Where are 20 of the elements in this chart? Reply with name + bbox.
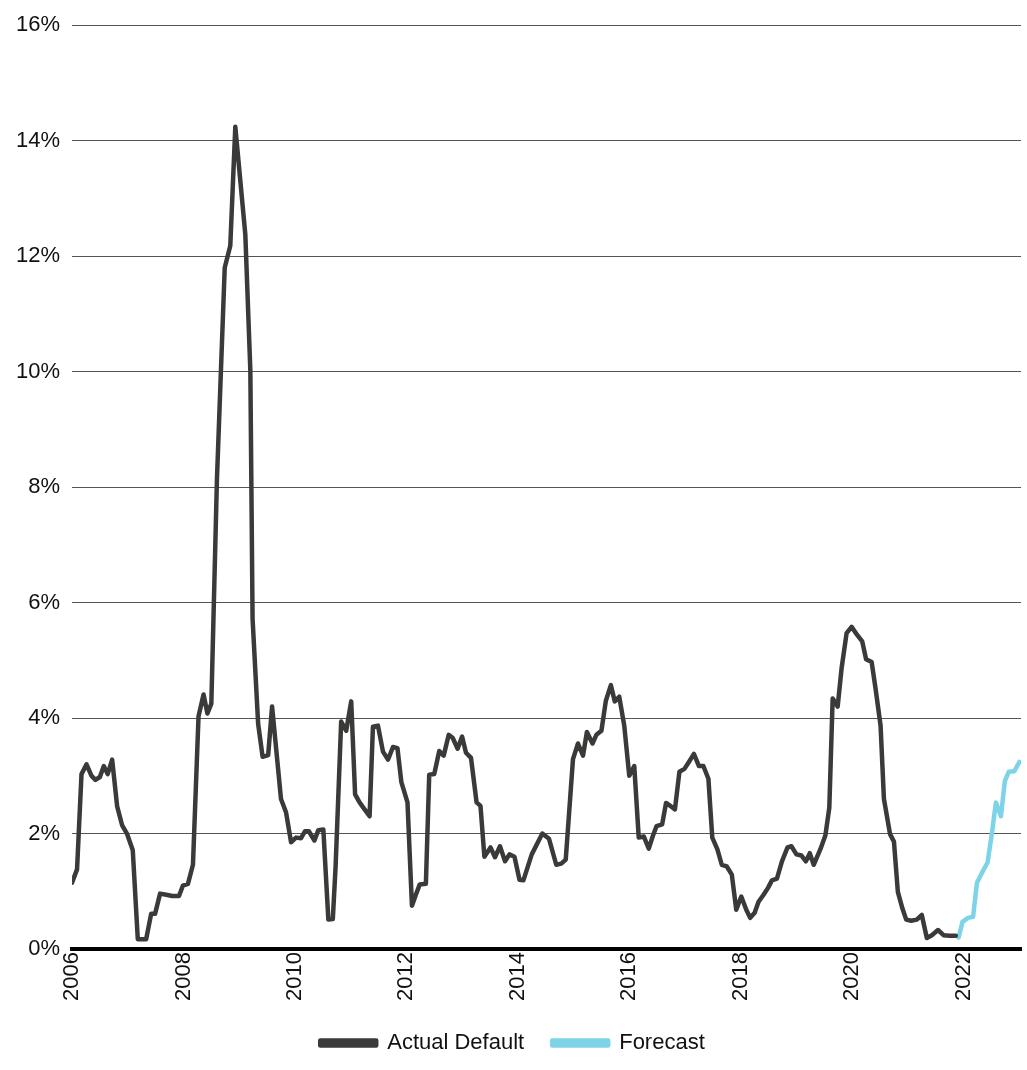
x-tick-label: 2014 bbox=[503, 952, 529, 1002]
x-tick-label: 2018 bbox=[726, 952, 752, 1002]
legend-label: Forecast bbox=[619, 1029, 705, 1055]
x-tick-label: 2012 bbox=[392, 952, 418, 1002]
y-tick-label: 4% bbox=[28, 704, 61, 730]
x-tick-label: 2020 bbox=[838, 952, 864, 1002]
x-tick-label: 2022 bbox=[949, 952, 975, 1002]
y-tick-label: 6% bbox=[28, 588, 61, 614]
x-tick-label: 2016 bbox=[615, 952, 641, 1002]
y-tick-label: 12% bbox=[15, 242, 61, 268]
y-tick-label: 0% bbox=[28, 935, 61, 961]
x-tick-label: 2006 bbox=[58, 952, 84, 1002]
legend-label: Actual Default bbox=[387, 1029, 525, 1055]
y-tick-label: 10% bbox=[15, 357, 61, 383]
y-tick-label: 2% bbox=[28, 819, 61, 845]
x-tick-label: 2008 bbox=[169, 952, 195, 1002]
y-tick-label: 8% bbox=[28, 473, 61, 499]
y-tick-label: 14% bbox=[15, 126, 61, 152]
y-tick-label: 16% bbox=[15, 11, 61, 37]
x-tick-label: 2010 bbox=[280, 952, 306, 1002]
